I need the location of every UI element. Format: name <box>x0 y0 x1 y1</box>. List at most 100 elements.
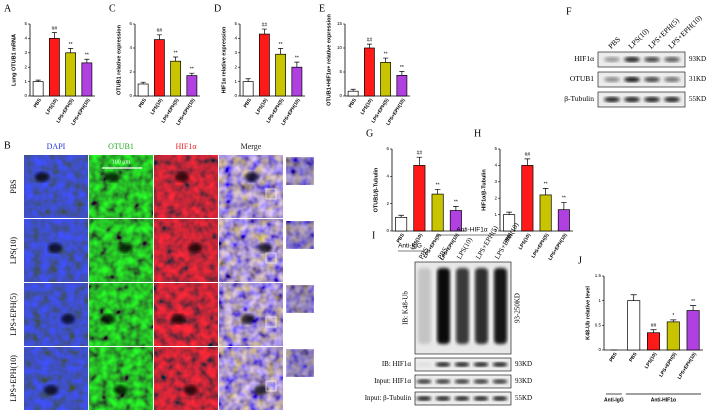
significance-label: ## <box>367 37 373 43</box>
bar <box>32 81 44 97</box>
blot-band <box>492 362 508 367</box>
row-label: Input: HIF1α <box>374 377 411 385</box>
error-bar <box>650 329 657 333</box>
y-tick-label: 2 <box>494 195 497 200</box>
blot-band <box>454 379 470 384</box>
panel-letter: F <box>566 6 572 17</box>
lane-label: LPS(10) <box>626 26 651 51</box>
size-label: 55KD <box>515 394 532 402</box>
x-tick-label: PBS <box>33 97 44 109</box>
error-bar <box>398 214 404 218</box>
x-tick-label: LPS(10) <box>255 97 270 116</box>
error-bar <box>350 88 356 92</box>
blot-band <box>624 76 640 83</box>
smear-band <box>475 268 488 344</box>
y-tick-label: 5 <box>24 21 27 26</box>
y-tick-label: 0 <box>339 93 342 98</box>
blot-band <box>435 362 451 367</box>
error-bar <box>35 79 41 82</box>
row-label: HIF1α <box>574 54 594 63</box>
y-axis-label: HIF1α/β-Tubulin <box>481 169 487 211</box>
significance-label: ** <box>562 196 566 202</box>
bar <box>291 66 303 97</box>
zoom-inset-texture <box>286 221 314 249</box>
y-axis-label: Lung OTUB1 mRNA <box>11 34 17 86</box>
blot-strip <box>597 91 686 108</box>
blot-band <box>416 396 432 401</box>
error-bar <box>383 57 389 63</box>
row-label: β-Tubulin <box>564 94 594 103</box>
bar <box>686 310 700 351</box>
y-tick-label: 0 <box>598 347 601 352</box>
row-label: LPS(10) <box>9 237 18 264</box>
blot-band <box>435 379 451 384</box>
significance-label: ## <box>157 28 163 34</box>
significance-label: ** <box>69 42 73 48</box>
x-tick-label: LPS+EPH(10) <box>547 232 568 261</box>
y-tick-label: 4 <box>24 36 27 41</box>
airspace <box>184 385 198 395</box>
y-tick-label: 1 <box>24 79 27 84</box>
zoom-region <box>265 188 277 200</box>
x-tick-label: LPS(10) <box>45 97 60 116</box>
airspace <box>44 385 58 395</box>
micrograph-texture <box>219 155 283 218</box>
blot-band <box>644 76 660 83</box>
y-tick-label: 6 <box>386 146 389 151</box>
error-bar <box>366 43 372 48</box>
significance-label: ** <box>279 42 283 48</box>
significance-label: ## <box>417 151 423 157</box>
size-label: 93KD <box>689 55 706 63</box>
significance-label: * <box>672 313 674 319</box>
y-tick-label: 2 <box>386 201 389 206</box>
significance-label: ** <box>85 53 89 59</box>
smear-band <box>437 268 450 344</box>
y-tick-label: 6 <box>129 21 132 26</box>
bar <box>557 209 570 232</box>
y-tick-label: 0 <box>386 228 389 233</box>
micrograph-texture <box>24 155 88 218</box>
error-bar <box>524 158 531 166</box>
size-label: 93KD <box>515 360 532 368</box>
airspace <box>188 243 202 253</box>
x-tick-label: PBS <box>138 97 149 109</box>
panel-letter: H <box>474 128 481 139</box>
micrograph-texture <box>154 219 218 282</box>
bar <box>186 75 198 97</box>
y-tick-label: 3 <box>24 50 27 55</box>
x-tick-label: LPS+EPH(10) <box>677 351 698 380</box>
error-bar <box>690 305 697 311</box>
error-bar <box>189 72 195 76</box>
y-axis-label: OTUB1/β-Tubulin <box>373 167 379 212</box>
y-axis-label: K48-Ub relative level <box>585 286 591 340</box>
bar <box>275 53 287 97</box>
bar <box>413 165 426 232</box>
y-tick-label: 2 <box>129 69 132 74</box>
error-bar <box>670 319 677 322</box>
error-bar <box>294 61 300 68</box>
x-tick-label: LPS(10) <box>360 97 375 116</box>
error-bar <box>51 32 57 39</box>
row-label: IB: HIF1α <box>382 360 411 368</box>
blot-band <box>664 56 680 63</box>
significance-label: ## <box>262 22 268 28</box>
y-tick-label: 10 <box>337 45 343 50</box>
y-tick-label: 0.5 <box>595 323 602 328</box>
significance-label: ** <box>691 299 695 305</box>
bar <box>431 193 444 232</box>
size-label: 93KD <box>515 377 532 385</box>
zoom-region <box>265 316 277 328</box>
row-label: LPS+EPH(10) <box>9 355 18 402</box>
airspace <box>48 243 62 253</box>
airspace <box>175 172 189 182</box>
y-axis-label: OTUB1+HIF1α+ relative expression <box>326 14 332 106</box>
zoom-region <box>265 252 277 264</box>
error-bar <box>245 78 251 82</box>
smear-band <box>456 268 469 344</box>
micrograph-texture <box>89 155 153 218</box>
y-tick-label: 0 <box>24 93 27 98</box>
airspace <box>35 172 49 182</box>
micrograph-texture <box>154 347 218 410</box>
panel-letter: J <box>578 255 582 266</box>
blot-band <box>604 76 620 83</box>
